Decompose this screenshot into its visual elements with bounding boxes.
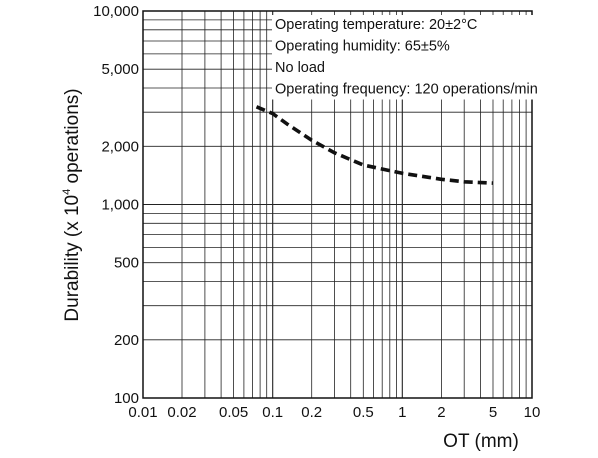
x-tick-label: 0.1	[262, 404, 283, 421]
x-tick-label: 0.2	[301, 404, 322, 421]
y-tick-label: 10,000	[93, 3, 139, 20]
condition-text: No load	[275, 60, 325, 76]
x-tick-label: 1	[398, 404, 406, 421]
series	[257, 107, 494, 183]
x-axis-label: OT (mm)	[443, 431, 519, 452]
y-axis-label-tail: operations)	[62, 88, 83, 188]
y-tick-label: 2,000	[101, 138, 139, 155]
x-tick-label: 10	[524, 404, 541, 421]
series-line	[257, 107, 494, 183]
y-tick-label: 1,000	[101, 197, 139, 214]
y-tick-label: 200	[114, 332, 139, 349]
y-axis-label-main: Durability (x 10	[62, 195, 83, 322]
x-tick-label: 0.5	[353, 404, 374, 421]
y-tick-label: 5,000	[101, 61, 139, 78]
x-tick-label: 2	[437, 404, 445, 421]
x-tick-label: 5	[489, 404, 497, 421]
y-tick-label: 100	[114, 390, 139, 407]
condition-text: Operating frequency: 120 operations/min	[275, 82, 538, 98]
y-tick-label: 500	[114, 255, 139, 272]
x-tick-label: 0.05	[219, 404, 248, 421]
y-axis-label: Durability (x 104 operations)	[61, 88, 83, 321]
x-tick-label: 0.02	[167, 404, 196, 421]
condition-text: Operating temperature: 20±2°C	[275, 17, 477, 33]
condition-text: Operating humidity: 65±5%	[275, 39, 450, 55]
